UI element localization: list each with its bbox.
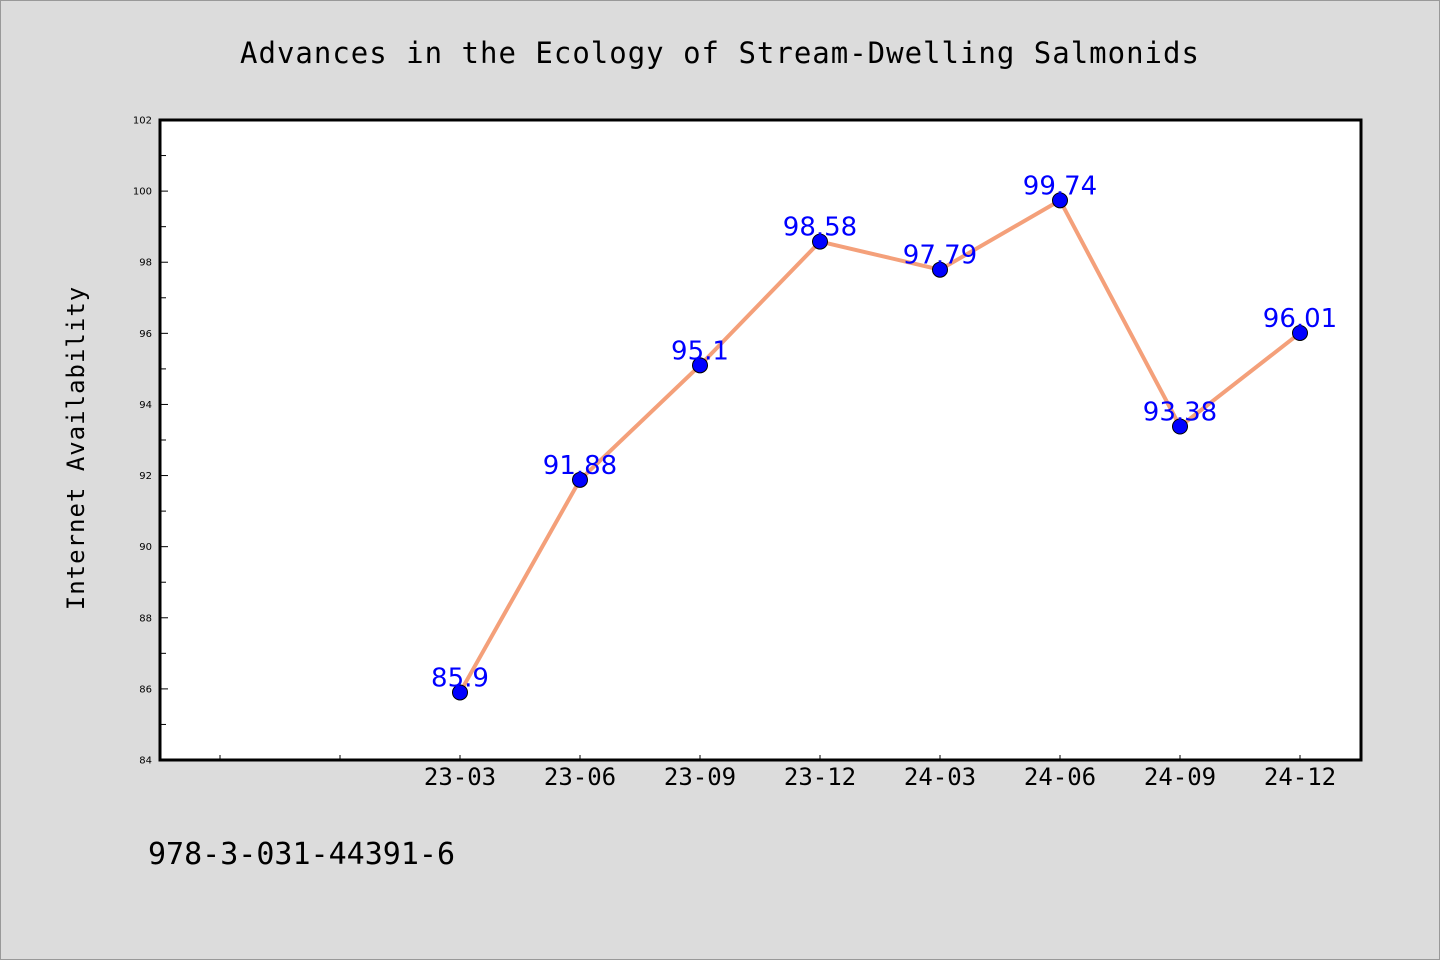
x-axis-ticks: 23-03 23-06 23-09 23-12 24-03 24-06 24-09 24-12 <box>219 755 1336 791</box>
x-tick-label: 24-12 <box>1264 763 1336 791</box>
data-point <box>932 261 948 278</box>
data-point <box>692 357 708 374</box>
y-axis-ticks: 84 86 88 90 92 94 96 98 100 102 <box>133 116 168 767</box>
data-point <box>452 684 468 701</box>
y-axis-label: Internet Availability <box>62 286 90 610</box>
footer-isbn: 978-3-031-44391-6 <box>148 837 455 872</box>
y-tick-label: 90 <box>139 542 152 553</box>
chart-title: Advances in the Ecology of Stream-Dwelli… <box>240 36 1200 70</box>
y-tick-label: 92 <box>139 471 152 482</box>
y-tick-label: 88 <box>139 613 152 624</box>
data-label: 98.58 <box>783 213 857 243</box>
series-line <box>458 198 1302 694</box>
data-labels-group: 85.9 91.88 95.1 98.58 97.79 99.74 93.38 96.01 <box>431 171 1337 693</box>
data-point <box>812 233 828 250</box>
series-line-group <box>452 192 1308 701</box>
x-tick-label: 23-12 <box>784 763 856 791</box>
data-point <box>1292 324 1308 341</box>
y-tick-label: 100 <box>133 187 152 198</box>
data-point <box>1052 192 1068 209</box>
data-label: 97.79 <box>903 241 977 271</box>
y-tick-label: 102 <box>133 116 152 127</box>
x-tick-label: 23-09 <box>664 763 736 791</box>
x-tick-label: 24-06 <box>1024 763 1096 791</box>
data-point <box>572 471 588 488</box>
x-tick-label: 24-09 <box>1144 763 1216 791</box>
x-tick-label: 24-03 <box>904 763 976 791</box>
data-label: 91.88 <box>543 451 617 481</box>
y-tick-label: 94 <box>139 400 152 411</box>
plot-area <box>158 118 1363 762</box>
data-point <box>1172 418 1188 435</box>
y-tick-label: 84 <box>139 756 152 767</box>
data-label: 85.9 <box>431 663 489 693</box>
data-label: 99.74 <box>1023 171 1097 201</box>
y-tick-label: 86 <box>139 684 152 695</box>
data-label: 96.01 <box>1263 304 1337 334</box>
data-label: 95.1 <box>671 336 729 366</box>
y-tick-label: 98 <box>139 258 152 269</box>
x-tick-label: 23-03 <box>424 763 496 791</box>
x-tick-label: 23-06 <box>544 763 616 791</box>
y-tick-label: 96 <box>139 329 152 340</box>
data-label: 93.38 <box>1143 397 1217 427</box>
